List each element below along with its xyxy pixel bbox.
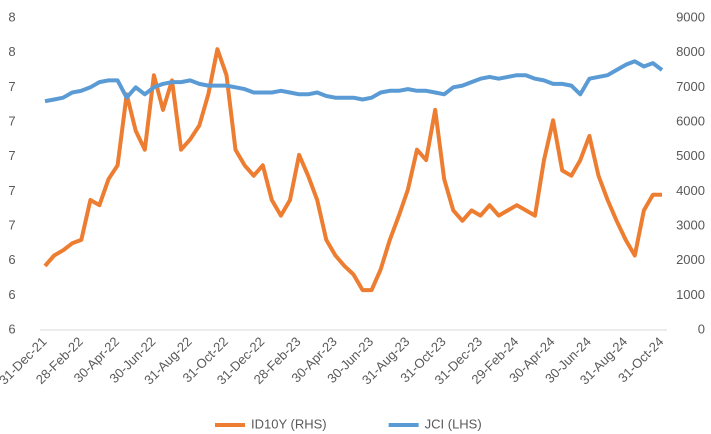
y-tick-label: 8: [8, 9, 15, 24]
y-tick-label: 7: [8, 79, 15, 94]
y-tick-label: 6: [8, 252, 15, 267]
y-tick-label: 7: [8, 183, 15, 198]
y-tick-label: 7: [8, 148, 15, 163]
y2-tick-label: 5000: [676, 148, 705, 163]
y2-tick-label: 0: [698, 321, 705, 336]
y2-tick-label: 3000: [676, 217, 705, 232]
y2-tick-label: 7000: [676, 79, 705, 94]
y-tick-label: 6: [8, 287, 15, 302]
legend-label: ID10Y (RHS): [251, 416, 327, 431]
series-line: [43, 47, 662, 293]
y-tick-label: 7: [8, 217, 15, 232]
y2-tick-label: 6000: [676, 113, 705, 128]
y2-tick-label: 4000: [676, 183, 705, 198]
y2-tick-label: 8000: [676, 44, 705, 59]
y2-tick-label: 2000: [676, 252, 705, 267]
y-tick-label: 6: [8, 321, 15, 336]
legend-label: JCI (LHS): [425, 416, 482, 431]
y2-tick-label: 1000: [676, 287, 705, 302]
y2-tick-label: 9000: [676, 9, 705, 24]
series-line: [44, 59, 664, 104]
y-tick-label: 8: [8, 44, 15, 59]
y-tick-label: 7: [8, 113, 15, 128]
